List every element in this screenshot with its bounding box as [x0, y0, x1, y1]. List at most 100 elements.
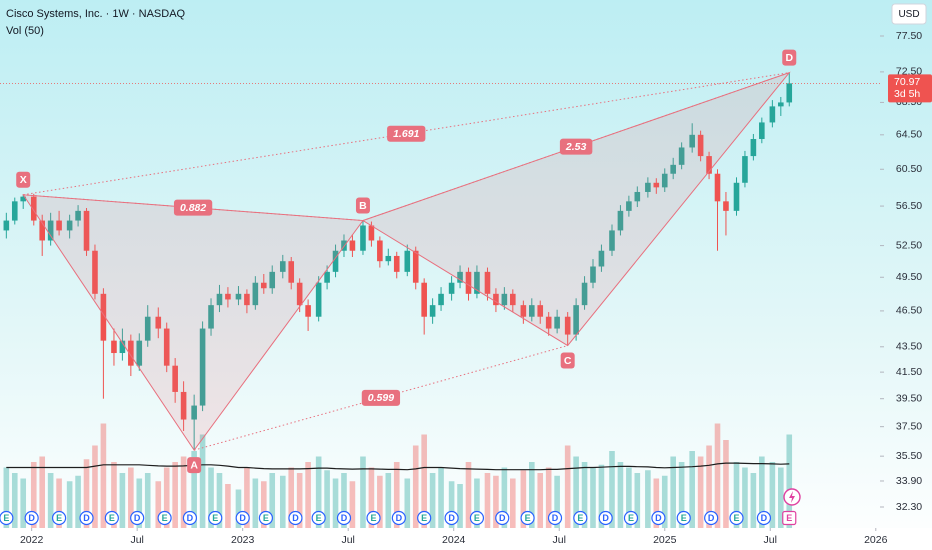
- candle-body: [590, 266, 596, 283]
- volume-bar: [786, 434, 793, 528]
- event-label[interactable]: D: [655, 513, 662, 523]
- event-label[interactable]: D: [134, 513, 141, 523]
- event-label[interactable]: D: [602, 513, 609, 523]
- y-tick-label: 60.50: [896, 163, 922, 175]
- volume-bar: [421, 434, 427, 528]
- event-label[interactable]: E: [525, 513, 531, 523]
- event-label[interactable]: D: [187, 513, 194, 523]
- event-marker[interactable]: [573, 510, 588, 526]
- event-label[interactable]: D: [396, 513, 403, 523]
- event-marker[interactable]: [336, 510, 352, 526]
- event-marker[interactable]: [79, 510, 94, 526]
- ratio-label: 0.882: [180, 202, 206, 214]
- event-marker[interactable]: [495, 510, 510, 526]
- event-label[interactable]: D: [552, 513, 559, 523]
- event-marker[interactable]: [756, 510, 772, 526]
- event-marker[interactable]: [0, 510, 14, 526]
- event-label[interactable]: E: [577, 513, 583, 523]
- event-label[interactable]: E: [56, 513, 62, 523]
- currency-label[interactable]: USD: [898, 9, 919, 20]
- volume-bar: [305, 462, 311, 528]
- event-label[interactable]: D: [761, 513, 768, 523]
- event-label[interactable]: E: [733, 513, 739, 523]
- event-label[interactable]: D: [28, 513, 35, 523]
- y-tick-label: 77.50: [896, 30, 922, 42]
- event-label[interactable]: E: [162, 513, 168, 523]
- candle-body: [393, 255, 400, 272]
- event-marker[interactable]: [729, 510, 744, 526]
- x-tick-label: 2024: [442, 534, 466, 546]
- event-marker[interactable]: [51, 510, 67, 526]
- event-label[interactable]: E: [316, 513, 322, 523]
- event-marker[interactable]: [24, 510, 39, 526]
- event-marker[interactable]: [235, 510, 250, 526]
- event-marker[interactable]: [182, 510, 198, 526]
- event-label[interactable]: D: [708, 513, 715, 523]
- event-label[interactable]: D: [292, 513, 299, 523]
- volume-bar: [315, 456, 322, 528]
- volume-bar: [324, 470, 330, 528]
- candle-body: [279, 261, 286, 272]
- y-tick-label: 32.30: [896, 501, 922, 513]
- event-label[interactable]: D: [499, 513, 506, 523]
- event-marker[interactable]: [651, 510, 666, 526]
- candle-body: [252, 282, 259, 306]
- volume-bar: [653, 478, 660, 528]
- alert-icon[interactable]: [783, 488, 801, 506]
- event-marker[interactable]: [444, 510, 459, 526]
- volume-bar: [412, 445, 419, 528]
- event-marker[interactable]: [366, 510, 381, 526]
- event-label[interactable]: E: [109, 513, 115, 523]
- event-marker[interactable]: [598, 510, 613, 526]
- event-marker[interactable]: [417, 510, 432, 526]
- x-tick-label: 2026: [864, 534, 888, 546]
- event-label[interactable]: D: [448, 513, 455, 523]
- volume-bar: [457, 484, 463, 528]
- volume-bar: [564, 445, 571, 528]
- candle-body: [360, 225, 366, 251]
- currency-button[interactable]: [891, 3, 927, 25]
- event-marker[interactable]: [258, 510, 273, 526]
- event-label[interactable]: E: [628, 513, 634, 523]
- candle-body: [438, 293, 444, 306]
- candle-body: [750, 139, 757, 157]
- event-marker[interactable]: [676, 510, 691, 526]
- event-marker[interactable]: [157, 510, 172, 526]
- event-label[interactable]: D: [239, 513, 246, 523]
- volume-bar: [20, 478, 27, 528]
- candle-body: [554, 316, 560, 329]
- volume-bar: [144, 473, 151, 528]
- event-label[interactable]: E: [421, 513, 427, 523]
- event-label[interactable]: D: [83, 513, 90, 523]
- event-label[interactable]: E: [786, 513, 792, 523]
- event-label[interactable]: E: [3, 513, 9, 523]
- candle-body: [404, 250, 411, 272]
- candle-body: [20, 196, 27, 202]
- point-label: D: [785, 52, 793, 64]
- event-marker[interactable]: [288, 510, 303, 526]
- event-marker[interactable]: [391, 510, 406, 526]
- candle-body: [163, 328, 170, 366]
- event-marker[interactable]: [130, 510, 145, 526]
- event-marker[interactable]: [782, 510, 797, 526]
- volume-bar: [39, 456, 46, 528]
- event-marker[interactable]: [311, 510, 326, 526]
- volume-bar: [537, 473, 544, 528]
- volume-bar: [341, 473, 347, 528]
- event-marker[interactable]: [704, 510, 719, 526]
- candle-body: [421, 282, 427, 317]
- event-label[interactable]: E: [263, 513, 269, 523]
- ratio-box: [559, 138, 593, 155]
- event-label[interactable]: E: [474, 513, 480, 523]
- event-marker[interactable]: [469, 510, 485, 526]
- event-marker[interactable]: [547, 510, 563, 526]
- event-label[interactable]: D: [341, 513, 348, 523]
- event-marker[interactable]: [520, 510, 535, 526]
- event-label[interactable]: E: [212, 513, 218, 523]
- y-tick-label: 64.50: [896, 129, 922, 141]
- event-label[interactable]: E: [371, 513, 377, 523]
- event-marker[interactable]: [104, 510, 119, 526]
- event-label[interactable]: E: [681, 513, 687, 523]
- event-marker[interactable]: [208, 510, 223, 526]
- event-marker[interactable]: [623, 510, 639, 526]
